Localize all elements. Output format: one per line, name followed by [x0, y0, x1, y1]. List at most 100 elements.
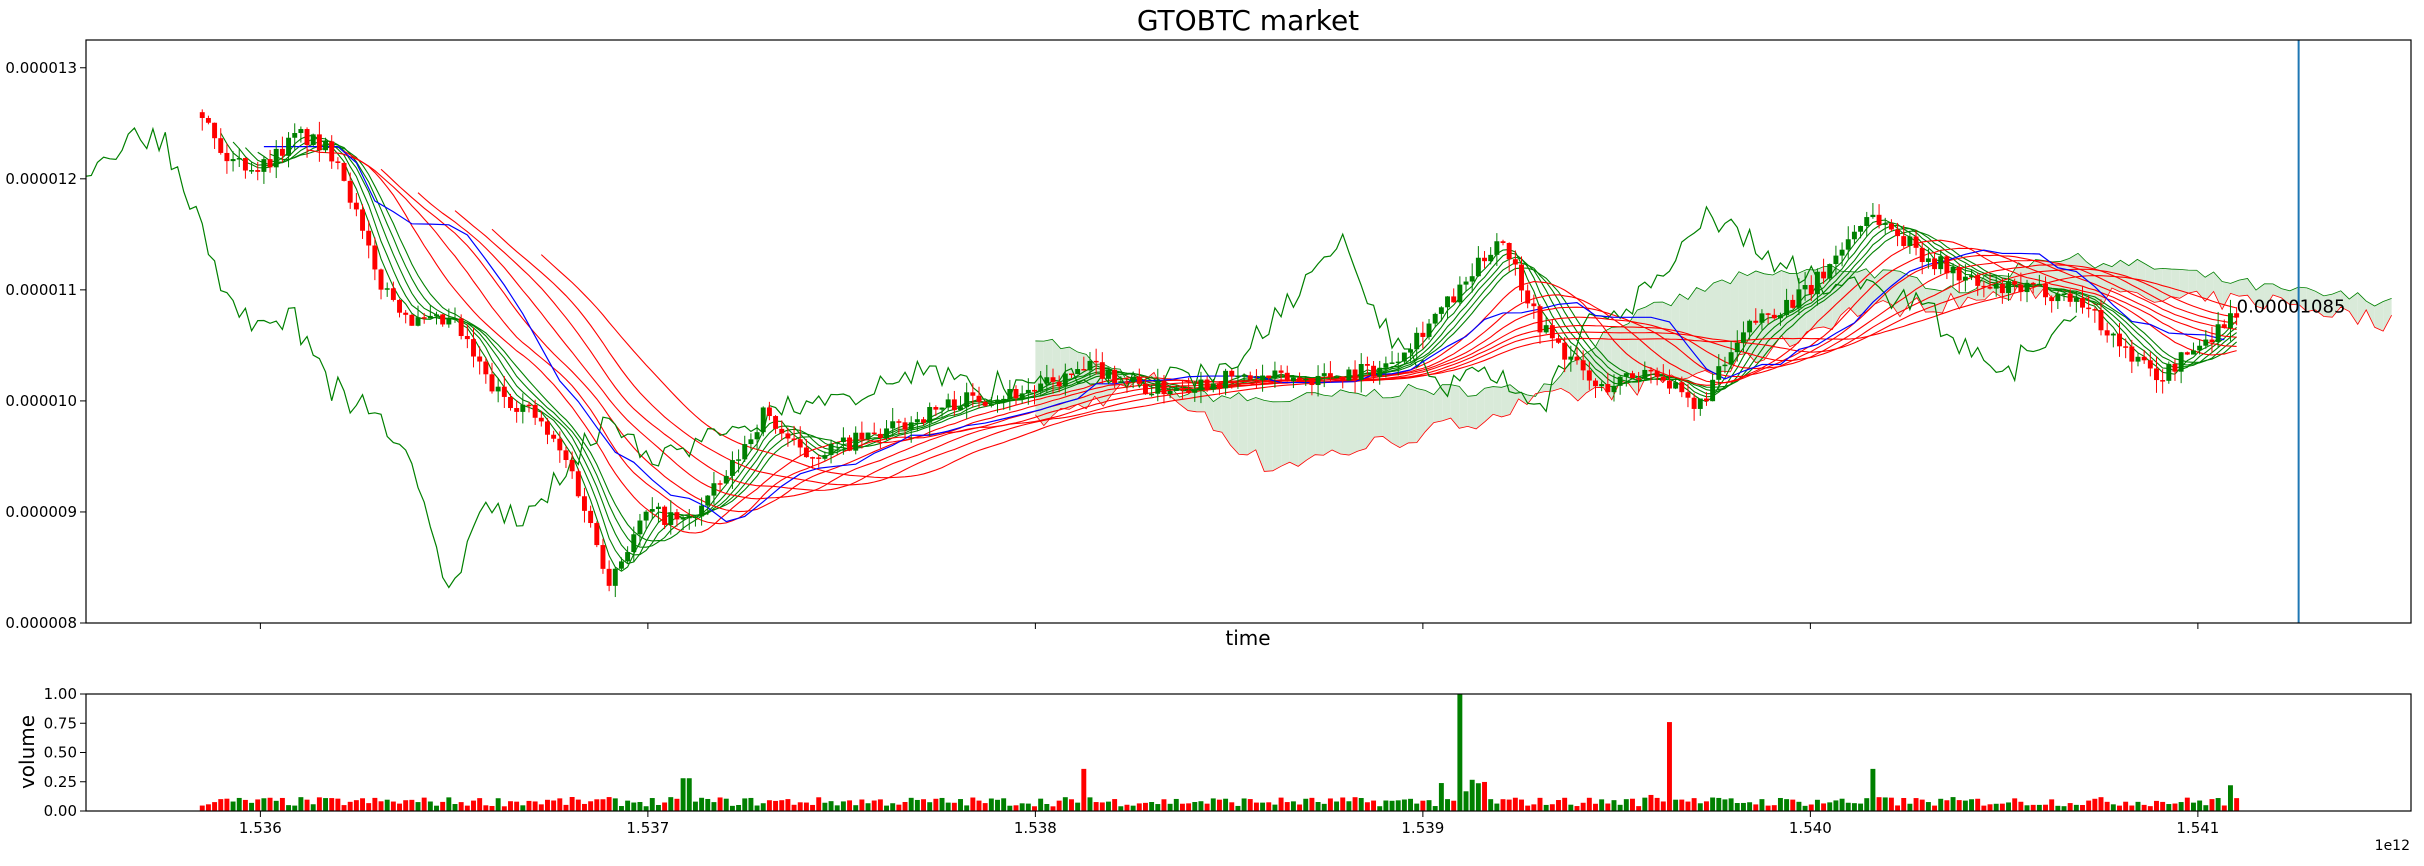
candle-body [1457, 284, 1463, 303]
volume-bar [323, 798, 329, 811]
candle-body [2098, 309, 2104, 331]
candle-body [692, 516, 698, 518]
volume-bar [1685, 801, 1691, 811]
volume-bar [1432, 806, 1438, 811]
volume-bar [421, 797, 427, 811]
volume-bar [982, 803, 988, 811]
volume-bar [557, 798, 563, 811]
candle-body [1531, 303, 1537, 307]
candle-body [1648, 369, 1654, 372]
volume-bar [1605, 803, 1611, 811]
candle-body [1198, 379, 1204, 391]
volume-bar [810, 804, 816, 811]
ichimoku-cloud-segment [1654, 302, 1663, 383]
volume-bar [1235, 805, 1241, 811]
volume-bar [2147, 806, 2153, 811]
candle-body [1106, 369, 1111, 379]
volume-bar [2123, 801, 2129, 811]
volume-bar [446, 797, 452, 811]
volume-bar [267, 797, 273, 811]
ichimoku-cloud-segment [2154, 268, 2163, 303]
candle-body [1765, 313, 1771, 315]
volume-bar [2098, 797, 2104, 811]
ma-slow-line [454, 210, 2237, 491]
volume-bar [335, 798, 341, 811]
candle-body [1703, 398, 1709, 402]
volume-bar [1802, 805, 1808, 811]
candle-body [1740, 332, 1746, 343]
candle-body [1445, 296, 1450, 308]
candle-body [1599, 384, 1605, 387]
volume-plot-frame [85, 693, 2412, 812]
candle-body [1987, 286, 1993, 289]
volume-bar [1204, 803, 1210, 811]
volume-bar [520, 805, 526, 811]
volume-bar [316, 797, 322, 811]
volume-bar [1932, 805, 1938, 811]
candle-body [1216, 383, 1222, 389]
volume-plot: 0.00 0.25 0.50 0.75 1.00 1.536 1.537 1.538 1.539… [15, 685, 2412, 854]
volume-bar [1574, 806, 1580, 811]
candle-body [637, 520, 643, 535]
candle-body [1303, 378, 1309, 381]
candle-body [1007, 389, 1013, 399]
volume-bar [748, 797, 754, 811]
volume-bar [1543, 804, 1549, 811]
ichimoku-cloud-segment [1365, 389, 1375, 449]
volume-bar [2018, 801, 2024, 811]
candle-body [1210, 383, 1216, 390]
volume-bar [1303, 798, 1309, 811]
candle-body [896, 421, 902, 423]
candle-body [298, 129, 304, 134]
volume-bar [1882, 797, 1888, 811]
candle-body [261, 159, 267, 172]
candle-body [1593, 380, 1598, 387]
candle-body [397, 299, 402, 313]
volume-bar [705, 798, 711, 811]
ichimoku-cloud-segment [1391, 396, 1400, 448]
volume-bar [304, 799, 310, 811]
candle-body [1149, 393, 1155, 396]
volume-bar [939, 797, 945, 811]
volume-y-tick-label: 0.00 [44, 802, 77, 820]
candle-body [686, 516, 692, 519]
candle-body [434, 314, 439, 316]
volume-bar [1216, 799, 1222, 811]
y-tick-label: 0.000010 [5, 392, 77, 410]
candle-body [286, 137, 292, 156]
candle-body [212, 122, 218, 139]
volume-bar [1414, 803, 1420, 811]
price-annotation: 0.00001085 [2237, 297, 2346, 318]
candle-body [736, 459, 742, 461]
candle-body [2117, 333, 2122, 347]
candle-body [1167, 390, 1173, 395]
ichimoku-cloud-segment [2137, 259, 2146, 299]
ma-slow-line [540, 254, 2237, 479]
ichimoku-cloud-segment [1340, 389, 1350, 456]
candle-body [1469, 276, 1475, 282]
volume-bar [2086, 800, 2092, 811]
candle-body [1371, 365, 1377, 377]
candle-body [939, 407, 945, 410]
volume-bar [1309, 797, 1315, 811]
volume-bar [625, 800, 631, 811]
volume-bar [1599, 799, 1605, 811]
ichimoku-cloud-segment [1272, 401, 1282, 471]
candle-body [2129, 346, 2135, 362]
ichimoku-cloud-segment [1679, 294, 1689, 380]
candle-body [1580, 360, 1586, 371]
volume-bar [797, 802, 803, 811]
ichimoku-cloud-segment [2213, 271, 2223, 310]
candle-body [1623, 373, 1629, 377]
volume-bar [612, 798, 618, 811]
volume-bar [637, 801, 643, 811]
candle-body [323, 141, 329, 151]
volume-bar [1420, 800, 1426, 811]
ichimoku-cloud-segment [1374, 389, 1383, 438]
volume-bar [1537, 797, 1543, 811]
candle-body [1759, 313, 1765, 323]
volume-bar [803, 802, 809, 811]
candle-body [865, 432, 871, 440]
candle-body [1044, 377, 1050, 384]
volume-bar [840, 801, 846, 811]
